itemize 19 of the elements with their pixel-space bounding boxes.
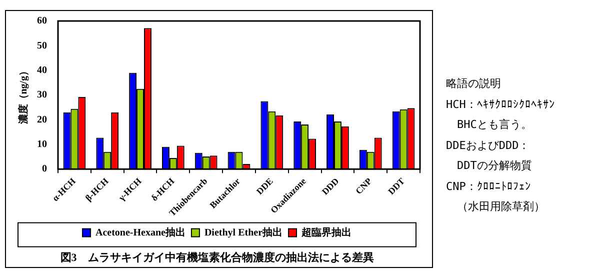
text: CNP：ｸﾛﾛﾆﾄﾛﾌｪﾝ [446,178,532,194]
y-tick-label: 40 [37,64,47,76]
text: HCH：ﾍｷｻｸﾛﾛｼｸﾛﾍｷｻﾝ [446,96,555,112]
text: DDEおよびDDD： [446,138,531,154]
text: 図3 ムラサキイガイ中有機塩素化合物濃度の抽出法による差異 [60,251,374,264]
text: 略語の説明 [446,76,502,92]
y-tick-label: 60 [37,16,47,27]
y-tick-label: 10 [37,139,47,150]
y-axis-title: 濃度（ng/g） [18,66,30,126]
legend-label: Acetone-Hexane抽出 [95,226,186,238]
text: DDTの分解物質 [456,158,533,174]
legend-label: 超臨界抽出 [300,226,352,238]
y-tick-label: 30 [37,90,47,101]
legend-label: Diethyl Ether抽出 [204,226,283,238]
text: （水田用除草剤） [456,199,546,215]
y-tick-label: 50 [37,40,47,52]
y-tick-label: 0 [42,164,47,175]
y-tick-label: 20 [37,114,47,126]
text: BHCとも言う。 [456,117,533,133]
